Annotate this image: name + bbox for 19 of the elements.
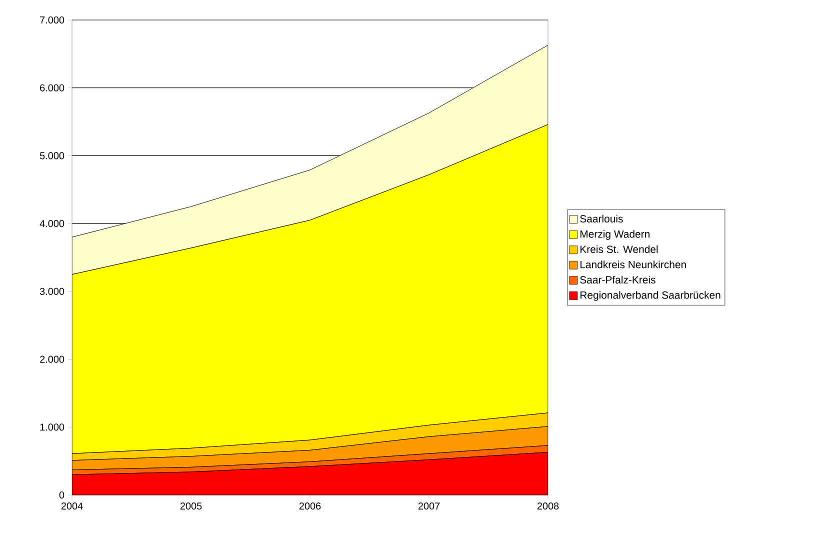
legend-label: Landkreis Neunkirchen — [580, 260, 686, 268]
x-tick-label: 2005 — [180, 502, 202, 510]
legend-label: Saar-Pfalz-Kreis — [580, 276, 656, 284]
y-tick-label: 0 — [59, 491, 64, 499]
x-tick-label: 2006 — [299, 502, 321, 510]
y-tick-label: 6.000 — [40, 84, 64, 92]
y-tick-label: 1.000 — [40, 424, 64, 431]
y-tick-label: 5.000 — [40, 152, 64, 160]
legend-label: Saarlouis — [580, 214, 623, 222]
legend-label: Regionalverband Saarbrücken — [580, 291, 720, 301]
x-tick-label: 2007 — [418, 502, 440, 510]
y-tick-label: 7.000 — [40, 16, 64, 24]
x-tick-label: 2004 — [61, 502, 83, 510]
y-tick-label: 2.000 — [40, 356, 64, 363]
legend-label: Merzig Wadern — [580, 230, 650, 240]
y-tick-label: 4.000 — [40, 220, 64, 228]
y-tick-label: 3.000 — [40, 288, 64, 295]
x-tick-label: 2008 — [537, 502, 559, 510]
legend-label: Kreis St. Wendel — [580, 245, 658, 254]
